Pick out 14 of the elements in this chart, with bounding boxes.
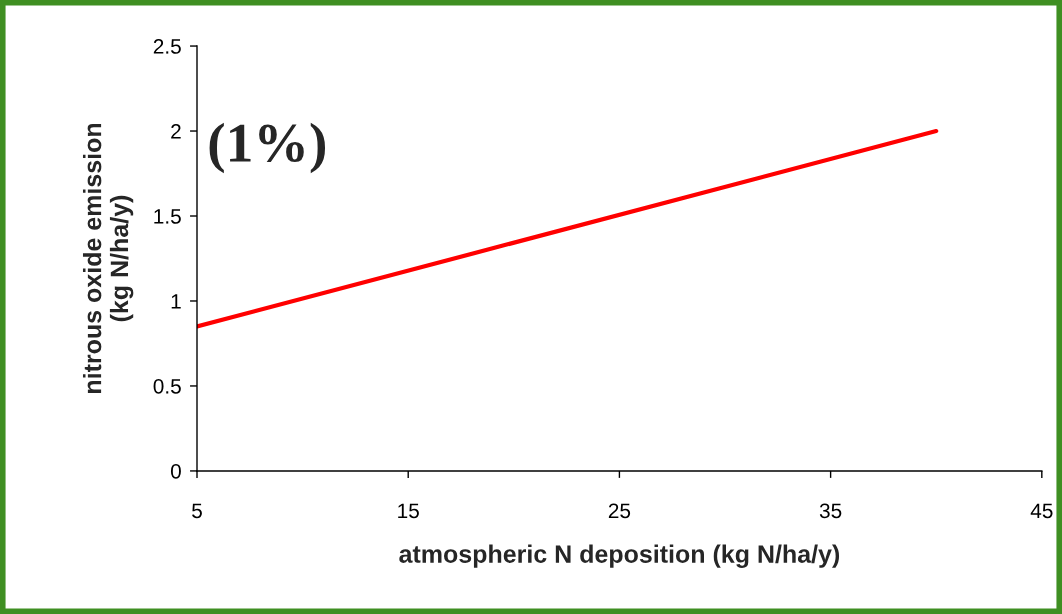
y-tick-label: 2: [171, 124, 181, 139]
y-tick-label: 2.5: [153, 39, 181, 54]
x-tick-label: 25: [608, 503, 631, 519]
y-tick-label: 0.5: [153, 378, 181, 394]
x-tick-label: 45: [1030, 503, 1053, 519]
annotation: (1%): [209, 122, 326, 174]
x-tick-label: 15: [398, 503, 419, 519]
y-tick-label: 0: [170, 463, 181, 479]
x-tick-label: 5: [192, 503, 202, 519]
x-tick-label: 35: [819, 503, 842, 519]
y-tick-label: 1: [171, 294, 181, 309]
y-tick-label: 1.5: [154, 209, 181, 224]
x-axis-title: atmospheric N deposition (kg N/ha/y): [399, 544, 840, 568]
y-axis-title: nitrous oxide emission (kg N/ha/y): [82, 123, 134, 393]
